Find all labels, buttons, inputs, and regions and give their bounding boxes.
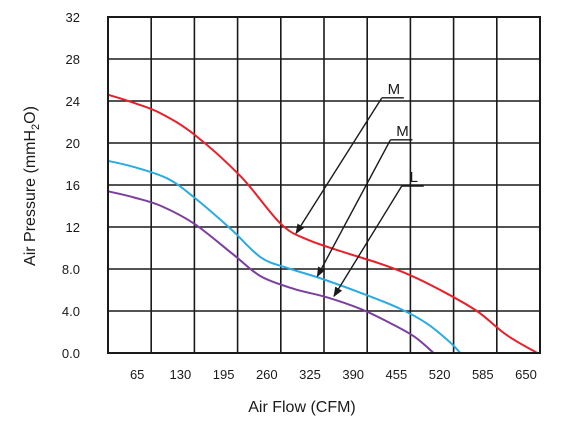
annotation-arrow-2 [333,185,403,298]
y-axis-label-end: O) [22,106,39,124]
x-tick-label: 455 [386,367,408,382]
series-annotation-label: L [410,169,418,186]
series-line-0 [107,93,538,354]
y-axis-label-sub: 2 [30,124,42,130]
x-axis-label: Air Flow (CFM) [248,399,356,416]
y-tick-label: 24 [66,94,80,109]
annotation-arrow-0 [295,97,383,235]
series-line-2 [107,190,435,354]
y-axis-label-main: Air Pressure (mmH [22,130,39,266]
y-tick-label: 4.0 [62,304,80,319]
y-tick-label: 12 [66,220,80,235]
tick-labels: 65 130 195 260 325 390 455 520 585 650 0.0 4.0 8.0 12… [62,10,537,382]
x-tick-label: 65 [130,367,144,382]
x-tick-label: 260 [256,367,278,382]
x-tick-label: 325 [299,367,321,382]
series-annotation-label: M [396,123,409,140]
grid [108,16,541,354]
y-tick-label: 20 [66,136,80,151]
series-lines [107,93,538,354]
plot-frame [107,16,541,354]
x-tick-label: 650 [515,367,537,382]
series-line-1 [107,159,461,354]
y-tick-label: 0.0 [62,346,80,361]
series-annotation-label: M [388,81,401,98]
x-tick-label: 390 [342,367,364,382]
y-tick-label: 8.0 [62,262,80,277]
annotations: M M L [295,81,424,298]
y-tick-label: 32 [66,10,80,25]
annotation-arrow-1 [316,139,392,278]
y-tick-label: 28 [66,52,80,67]
x-tick-label: 130 [170,367,192,382]
x-tick-label: 520 [429,367,451,382]
x-tick-label: 585 [472,367,494,382]
x-tick-label: 195 [213,367,235,382]
y-tick-label: 16 [66,178,80,193]
y-axis-label: Air Pressure (mmH2O) [22,106,42,266]
